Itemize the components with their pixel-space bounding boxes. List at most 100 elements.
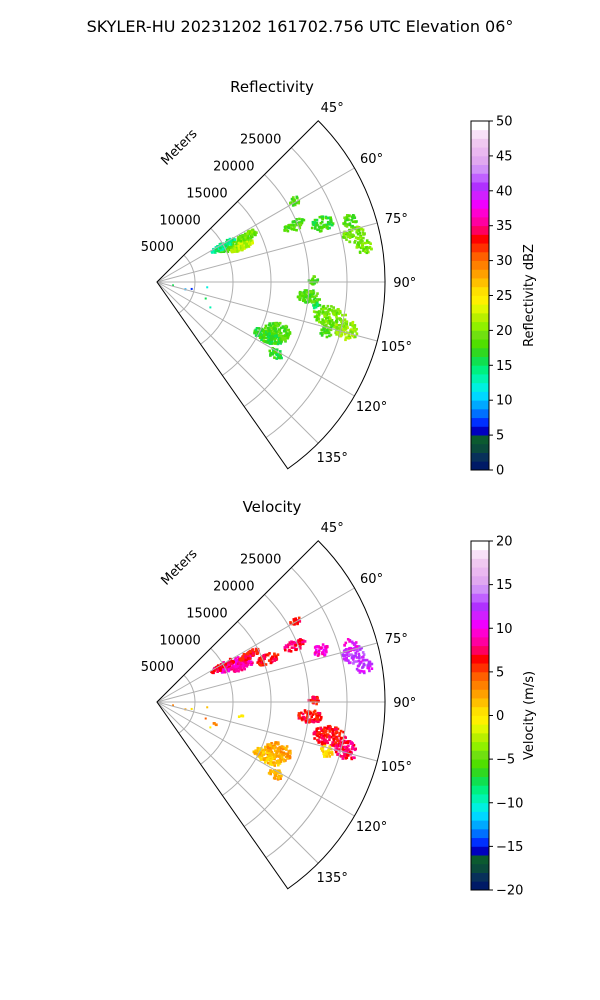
echo-pixel bbox=[337, 752, 340, 756]
echo-pixel bbox=[330, 305, 333, 308]
echo-pixel bbox=[288, 332, 292, 335]
echo-pixel bbox=[328, 222, 331, 225]
echo-pixel bbox=[293, 641, 297, 645]
echo-pixel bbox=[273, 755, 276, 759]
echo-pixel bbox=[360, 646, 363, 650]
colorbar-swatch bbox=[471, 129, 489, 139]
echo-pixel bbox=[273, 329, 277, 333]
echo-pixel bbox=[326, 733, 330, 737]
echo-pixel bbox=[286, 752, 289, 756]
echo-pixel bbox=[348, 335, 351, 339]
colorbar-swatch bbox=[471, 663, 489, 673]
azimuth-tick-label: 60° bbox=[360, 152, 383, 167]
echo-pixel bbox=[315, 317, 319, 320]
echo-pixel bbox=[276, 354, 280, 357]
echo-pixel bbox=[318, 712, 321, 715]
echo-pixel bbox=[343, 643, 346, 647]
echo-pixel bbox=[317, 225, 321, 229]
echo-pixel bbox=[269, 352, 272, 356]
echo-pixel bbox=[312, 310, 316, 313]
echo-pixel bbox=[327, 330, 330, 333]
echo-pixel bbox=[234, 240, 237, 244]
echo-pixel bbox=[241, 660, 245, 664]
echo-pixel bbox=[361, 246, 365, 249]
echo-pixel bbox=[308, 699, 312, 702]
echo-pixel bbox=[318, 313, 321, 316]
echo-pixel bbox=[258, 330, 262, 334]
azimuth-tick-label: 120° bbox=[356, 820, 387, 835]
echo-pixel bbox=[308, 281, 311, 284]
echo-pixel bbox=[277, 762, 280, 765]
echo-pixel bbox=[338, 309, 342, 313]
echo-pixel bbox=[330, 751, 334, 755]
echo-pixel bbox=[297, 712, 301, 715]
echo-pixel bbox=[295, 195, 299, 199]
echo-pixel bbox=[315, 702, 318, 706]
echo-pixel bbox=[354, 226, 357, 229]
echo-pixel bbox=[294, 644, 298, 647]
echo-pixel bbox=[357, 659, 361, 663]
echo-pixel bbox=[244, 236, 248, 239]
echo-pixel bbox=[309, 296, 312, 299]
range-tick-label: 25000 bbox=[240, 133, 281, 148]
echo-pixel bbox=[266, 755, 269, 759]
echo-pixel bbox=[312, 300, 315, 303]
echo-pixel bbox=[344, 332, 347, 336]
echo-pixel bbox=[225, 664, 229, 668]
colorbar-swatch bbox=[471, 837, 489, 847]
echo-pixel bbox=[354, 335, 357, 339]
echo-pixel bbox=[357, 226, 361, 229]
echo-pixel bbox=[204, 717, 207, 720]
echo-pixel bbox=[290, 224, 294, 227]
echo-pixel bbox=[276, 653, 280, 656]
echo-pixel bbox=[270, 770, 274, 773]
echo-pixel bbox=[334, 750, 338, 754]
echo-pixel bbox=[344, 641, 348, 645]
echo-pixel bbox=[297, 199, 301, 203]
echo-pixel bbox=[238, 666, 242, 669]
echo-pixel bbox=[345, 216, 349, 219]
echo-pixel bbox=[273, 653, 276, 657]
echo-pixel bbox=[351, 322, 354, 326]
echo-pixel bbox=[281, 752, 284, 756]
echo-pixel bbox=[318, 733, 322, 736]
colorbar-swatch bbox=[471, 190, 489, 200]
echo-pixel bbox=[259, 664, 263, 667]
echo-pixel bbox=[312, 306, 316, 310]
echo-pixel bbox=[254, 749, 257, 753]
echo-pixel bbox=[242, 659, 245, 662]
echo-pixel bbox=[264, 745, 267, 749]
echo-pixel bbox=[337, 744, 341, 748]
echo-pixel bbox=[261, 752, 265, 756]
azimuth-tick-label: 75° bbox=[385, 212, 408, 227]
echo-pixel bbox=[250, 233, 254, 237]
echo-pixel bbox=[342, 654, 345, 657]
colorbar-swatch bbox=[471, 584, 489, 594]
colorbar-swatch bbox=[471, 260, 489, 270]
echo-pixel bbox=[244, 661, 248, 665]
azimuth-tick-label: 45° bbox=[321, 101, 344, 116]
echo-pixel bbox=[236, 662, 240, 666]
colorbar-swatch bbox=[471, 575, 489, 586]
echo-pixel bbox=[242, 652, 246, 656]
echo-pixel bbox=[328, 327, 331, 331]
echo-pixel bbox=[325, 330, 329, 334]
echo-pixel bbox=[286, 755, 289, 758]
echo-pixel bbox=[341, 313, 344, 317]
echo-pixel bbox=[352, 660, 356, 664]
echo-pixel bbox=[286, 336, 289, 340]
echo-pixel bbox=[260, 755, 264, 758]
echo-pixel bbox=[239, 664, 243, 668]
echo-pixel bbox=[335, 319, 338, 323]
echo-pixel bbox=[312, 295, 316, 298]
echo-pixel bbox=[258, 336, 262, 339]
echo-pixel bbox=[270, 761, 274, 765]
echo-pixel bbox=[278, 755, 281, 758]
echo-pixel bbox=[332, 738, 335, 741]
echo-pixel bbox=[273, 339, 276, 343]
echo-pixel bbox=[301, 640, 304, 644]
echo-pixel bbox=[351, 742, 354, 745]
echo-pixel bbox=[284, 648, 287, 652]
echo-pixel bbox=[308, 294, 311, 297]
echo-pixel bbox=[303, 298, 307, 302]
